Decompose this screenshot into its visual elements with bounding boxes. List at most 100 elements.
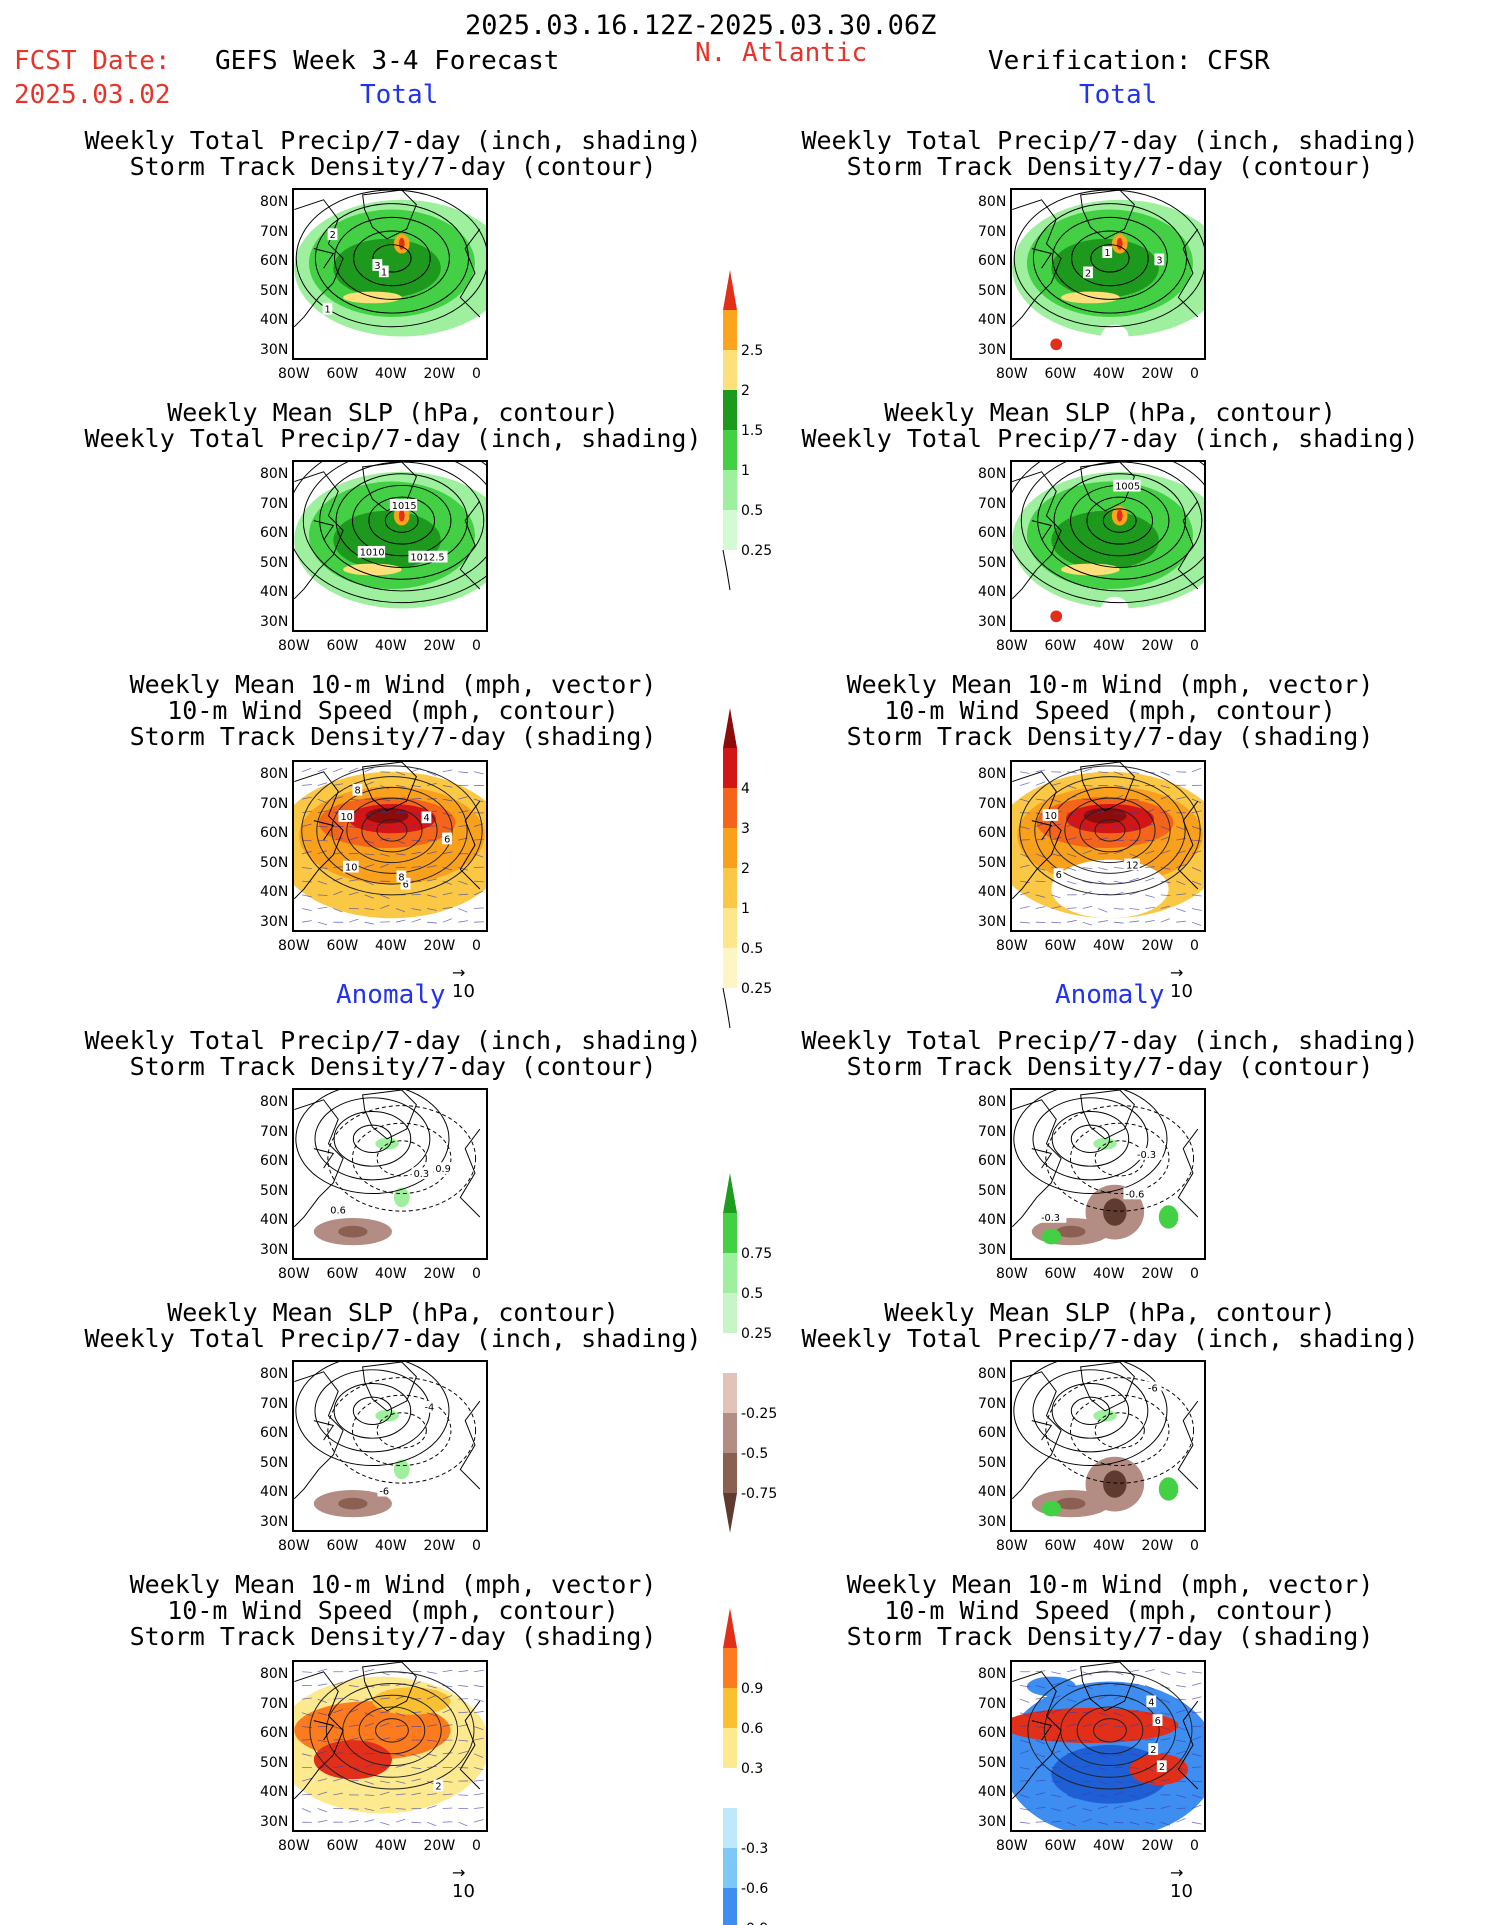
lat-tick: 30N <box>260 1813 289 1830</box>
lon-tick: 40W <box>1093 1538 1125 1554</box>
date-range-title: 2025.03.16.12Z-2025.03.30.06Z <box>465 10 937 41</box>
lon-tick: 20W <box>423 1266 456 1282</box>
lon-tick: 60W <box>326 938 359 954</box>
lat-tick: 60N <box>260 525 289 541</box>
lon-tick: 80W <box>996 1266 1028 1282</box>
lat-tick: 60N <box>978 825 1007 841</box>
lon-tick: 40W <box>375 1838 407 1854</box>
lat-tick: 30N <box>978 1813 1007 1830</box>
colorbar-segment <box>723 1728 737 1768</box>
contour-label: 0.3 <box>414 1169 430 1180</box>
colorbar-segment <box>723 1808 737 1848</box>
panel-title-left-3-1: Storm Track Density/7-day (contour) <box>129 1052 657 1081</box>
lon-tick: 80W <box>278 366 310 382</box>
lon-tick: 20W <box>423 938 456 954</box>
lat-tick: 50N <box>260 282 289 299</box>
lon-tick: 20W <box>1141 938 1174 954</box>
fcst-date-value: 2025.03.02 <box>14 80 171 110</box>
contour-label: -0.3 <box>1137 1150 1156 1161</box>
panel-title-right-4-1: Weekly Total Precip/7-day (inch, shading… <box>801 1324 1419 1353</box>
colorbar-segment <box>723 1253 737 1293</box>
map-plot-verification-total-slp-precip: 1005 <box>1012 462 1204 623</box>
section-total-left: Total <box>360 80 439 110</box>
map-plot-verification-anom-slp-precip: -6 <box>1012 1362 1199 1518</box>
panel-title-right-2-1: 10-m Wind Speed (mph, contour) <box>884 696 1336 725</box>
colorbar-segment <box>723 788 737 828</box>
lon-tick: 80W <box>996 366 1028 382</box>
colorbar-label: 3 <box>741 821 750 837</box>
lon-tick: 0 <box>472 366 481 382</box>
map-plot-verification-anom-precip-std: -0.3 -0.6 -0.3 <box>1012 1090 1199 1246</box>
colorbar-label: -0.6 <box>741 1881 768 1897</box>
colorbar-segment <box>723 350 737 390</box>
lon-tick: 0 <box>1190 938 1199 954</box>
contour-label: -0.6 <box>1125 1189 1144 1200</box>
panel-title-left-0-0: Weekly Total Precip/7-day (inch, shading… <box>84 126 702 155</box>
lon-tick: 80W <box>278 1266 310 1282</box>
contour-label: 6 <box>1155 1716 1161 1727</box>
colorbar-label: 0.25 <box>741 981 772 997</box>
panel-title-left-4-1: Weekly Total Precip/7-day (inch, shading… <box>84 1324 702 1353</box>
colorbar-label: -0.5 <box>741 1446 768 1462</box>
lat-tick: 40N <box>260 884 289 900</box>
lon-tick: 80W <box>278 1838 310 1854</box>
lat-tick: 70N <box>260 495 289 512</box>
contour-label: 0.9 <box>435 1164 451 1175</box>
panel-title-right-1-1: Weekly Total Precip/7-day (inch, shading… <box>801 424 1419 453</box>
panel-title-right-4-0: Weekly Mean SLP (hPa, contour) <box>884 1298 1336 1327</box>
map-verification-anom-precip-std: -0.3 -0.6 -0.3 <box>1010 1088 1206 1260</box>
panel-title-left-5-2: Storm Track Density/7-day (shading) <box>129 1622 657 1651</box>
lat-tick: 70N <box>260 795 289 812</box>
colorbar-segment <box>723 510 737 550</box>
lon-tick: 80W <box>278 638 310 654</box>
colorbar-segment <box>723 748 737 788</box>
vector-reference: → 10 <box>1170 963 1193 1003</box>
colorbar-segment <box>723 1848 737 1888</box>
contour-label: -6 <box>379 1487 389 1498</box>
contour-label: 0.6 <box>330 1205 346 1216</box>
panel-title-left-1-0: Weekly Mean SLP (hPa, contour) <box>167 398 619 427</box>
lat-tick: 70N <box>978 223 1007 240</box>
colorbar-bottom-arrow <box>723 1493 737 1533</box>
contour-label: 10 <box>1045 811 1057 822</box>
panel-title-right-2-2: Storm Track Density/7-day (shading) <box>846 722 1374 751</box>
lon-tick: 80W <box>996 938 1028 954</box>
lat-tick: 80N <box>260 766 289 782</box>
lat-tick: 50N <box>978 282 1007 299</box>
lon-tick: 20W <box>1141 638 1174 654</box>
lat-tick: 60N <box>978 1425 1007 1441</box>
colorbar-label: 2 <box>741 383 750 399</box>
map-plot-forecast-total-slp-precip: 1015 1012.5 1010 <box>294 462 486 609</box>
contour-label: 6 <box>1056 870 1062 881</box>
map-verification-total-precip-std: 1 3 2 <box>1010 188 1206 360</box>
lon-tick: 20W <box>423 638 456 654</box>
lat-tick: 30N <box>978 1241 1007 1258</box>
panel-title-right-5-2: Storm Track Density/7-day (shading) <box>846 1622 1374 1651</box>
panel-title-left-4-0: Weekly Mean SLP (hPa, contour) <box>167 1298 619 1327</box>
lon-tick: 40W <box>1093 938 1125 954</box>
lat-tick: 50N <box>978 1182 1007 1199</box>
colorbar-label: 0.6 <box>741 1721 763 1737</box>
colorbar-segment <box>723 310 737 350</box>
fcst-date-label: FCST Date: <box>14 46 171 76</box>
colorbar-label: -0.9 <box>741 1921 768 1925</box>
colorbar-segment <box>723 1688 737 1728</box>
lon-tick: 60W <box>1044 638 1077 654</box>
contour-label: -6 <box>1148 1383 1158 1394</box>
contour-label: 1 <box>1104 248 1110 259</box>
contour-label: 8 <box>355 786 361 797</box>
lon-tick: 20W <box>1141 1538 1174 1554</box>
panel-title-left-3-0: Weekly Total Precip/7-day (inch, shading… <box>84 1026 702 1055</box>
lat-tick: 80N <box>260 1094 289 1110</box>
contour-label: 4 <box>1148 1697 1154 1708</box>
lon-tick: 80W <box>996 638 1028 654</box>
panel-title-right-0-1: Storm Track Density/7-day (contour) <box>846 152 1374 181</box>
lat-tick: 50N <box>978 1754 1007 1771</box>
lon-tick: 60W <box>1044 938 1077 954</box>
panel-title-right-5-0: Weekly Mean 10-m Wind (mph, vector) <box>846 1570 1374 1599</box>
lat-tick: 30N <box>978 341 1007 358</box>
lon-tick: 80W <box>278 1538 310 1554</box>
map-forecast-total-wind: 6 8 10 10 4 8 6 <box>292 760 488 932</box>
lat-tick: 80N <box>260 1666 289 1682</box>
map-plot-forecast-anom-precip-std: 0.3 0.9 0.6 <box>294 1090 481 1246</box>
